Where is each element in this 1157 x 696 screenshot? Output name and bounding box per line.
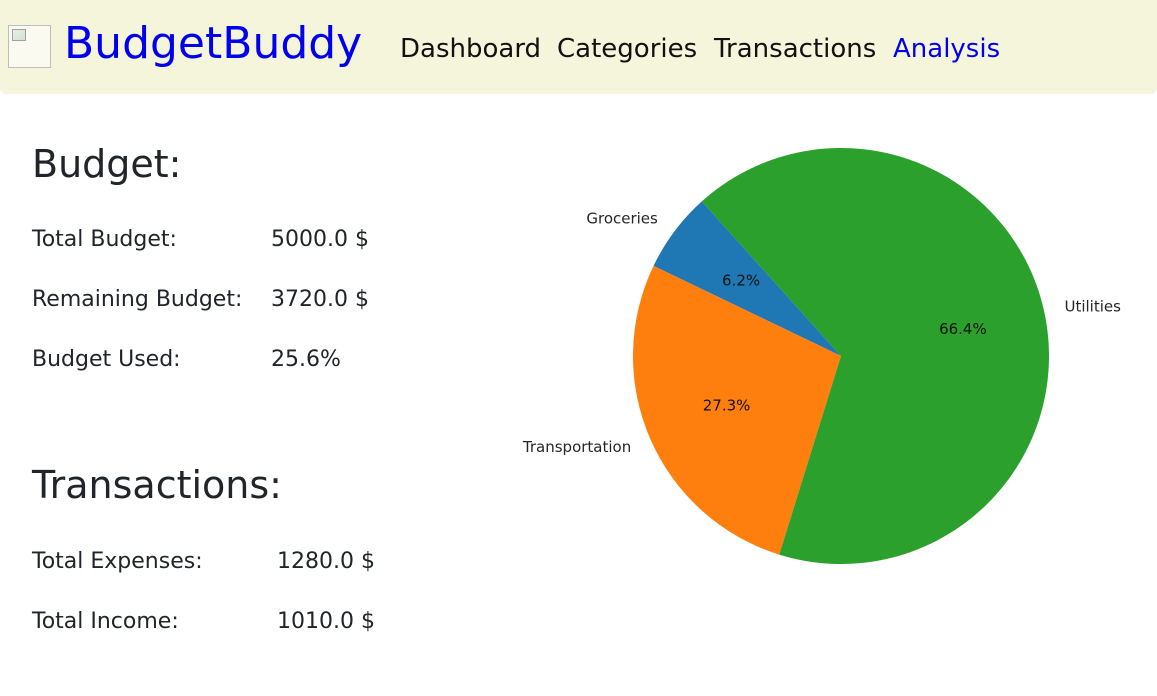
transactions-heading: Transactions: (32, 463, 282, 507)
pie-label-utilities: Utilities (1064, 298, 1121, 316)
total-expenses-value: 1280.0 $ (277, 549, 375, 574)
brand-link[interactable]: BudgetBuddy (64, 18, 363, 69)
total-income-value: 1010.0 $ (277, 609, 375, 634)
nav-analysis[interactable]: Analysis (893, 34, 1001, 64)
nav-dashboard[interactable]: Dashboard (400, 34, 542, 64)
total-income-label: Total Income: (32, 609, 179, 634)
nav-transactions[interactable]: Transactions (714, 34, 877, 64)
pie-label-groceries: Groceries (586, 209, 658, 227)
budget-used-value: 25.6% (271, 347, 341, 372)
total-expenses-label: Total Expenses: (32, 549, 203, 574)
budget-heading: Budget: (32, 142, 182, 186)
total-budget-value: 5000.0 $ (271, 227, 369, 252)
pie-slice-utilities (701, 148, 1049, 565)
expense-pie-chart: 6.2% Groceries 27.3% Transportation 66.4% Uti… (522, 148, 1121, 565)
pie-slice-groceries (653, 201, 841, 356)
pie-percent-transportation: 27.3% (703, 396, 751, 414)
remaining-budget-label: Remaining Budget: (32, 287, 243, 312)
total-budget-label: Total Budget: (32, 227, 177, 252)
pie-label-transportation: Transportation (522, 438, 631, 456)
remaining-budget-value: 3720.0 $ (271, 287, 369, 312)
broken-image-icon (12, 29, 26, 41)
logo-image[interactable] (8, 25, 51, 68)
pie-slice-transportation (633, 265, 841, 555)
navbar: BudgetBuddy Dashboard Categories Transac… (0, 0, 1157, 94)
nav-categories[interactable]: Categories (557, 34, 698, 64)
pie-percent-utilities: 66.4% (939, 320, 987, 338)
pie-percent-groceries: 6.2% (722, 272, 760, 290)
budget-used-label: Budget Used: (32, 347, 181, 372)
